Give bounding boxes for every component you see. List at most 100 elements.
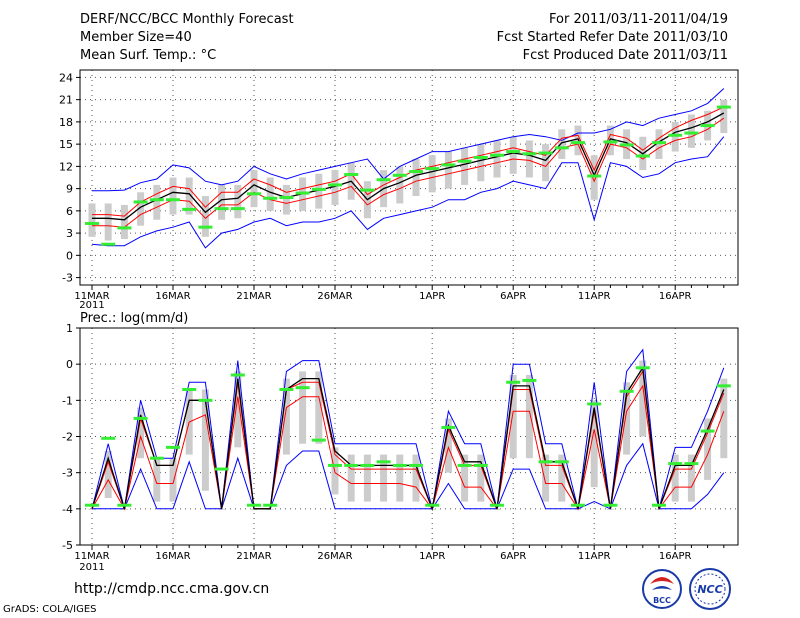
y-tick-label: 1 (66, 322, 73, 335)
footer-url[interactable]: http://cmdp.ncc.cma.gov.cn (74, 581, 270, 597)
member-spread-bar (509, 136, 517, 174)
ncc-logo-ring-icon (694, 573, 726, 605)
lower-band-line (92, 117, 725, 228)
temperature-panel: -3 0 3 6 9 12 15 18 21 24 11MAR 16MAR 21MAR 26MAR 1APR… (59, 69, 739, 311)
member-spread-bar (542, 454, 550, 502)
x-tick-label: 6APR (500, 551, 526, 562)
y-tick-label: -2 (62, 431, 73, 444)
member-spread-bar (558, 129, 566, 159)
member-spread-bar (266, 177, 274, 211)
logos: BCC NCC (642, 568, 731, 610)
ensemble-max-line (92, 88, 725, 192)
member-spread-bar (525, 375, 533, 459)
member-spread-bar (704, 418, 712, 480)
bcc-logo-text: BCC (653, 596, 671, 605)
bcc-logo-wave-icon (652, 586, 672, 590)
x-tick-label: 1APR (419, 551, 445, 562)
member-spread-bar (88, 508, 96, 510)
fcst-started-label: Fcst Started Refer Date 2011/03/10 (496, 30, 728, 45)
member-spread-bar (315, 371, 323, 444)
member-spread-bar (185, 177, 193, 215)
member-spread-bar (218, 184, 226, 220)
ensemble-mean-line (91, 365, 725, 512)
member-spread-bar (428, 155, 436, 193)
ncc-logo-text: NCC (697, 583, 722, 596)
member-spread-bar (201, 196, 209, 237)
x-year-label: 2011 (79, 300, 104, 311)
member-spread-bar (590, 400, 598, 488)
member-spread-bar (542, 144, 550, 182)
member-spread-bar (234, 371, 242, 448)
chart-title: DERF/NCC/BCC Monthly Forecast (80, 12, 294, 27)
member-spread-bar (153, 458, 161, 502)
member-spread-bar (623, 382, 631, 455)
member-spread-bar (671, 454, 679, 502)
y-tick-label: 12 (59, 160, 73, 173)
member-spread-bar (412, 158, 420, 197)
ensemble-min-line (92, 442, 725, 510)
bcc-logo-swirl-icon (650, 577, 674, 584)
member-spread-bar (104, 450, 112, 498)
x-tick-label: 26MAR (317, 291, 352, 302)
ensemble-mean-line (92, 112, 725, 221)
grads-credit: GrADS: COLA/IGES (3, 604, 97, 615)
y-tick-label: 6 (66, 205, 73, 218)
member-spread-bar (493, 140, 501, 178)
y-tick-label: 18 (59, 116, 73, 129)
member-spread-bar (396, 454, 404, 502)
ensemble-min-line (91, 136, 725, 249)
member-spread-bar (363, 454, 371, 502)
bcc-logo-icon (642, 569, 682, 609)
member-spread-bar (720, 378, 728, 459)
member-spread-bar (477, 454, 485, 502)
y-tick-label: -3 (62, 272, 73, 285)
x-tick-label: 11MAR (74, 551, 109, 562)
member-spread-bar (153, 184, 161, 220)
x-tick-label: 21MAR (236, 551, 271, 562)
member-spread-bar (509, 375, 517, 459)
member-spread-bar (396, 166, 404, 204)
x-tick-label: 11APR (578, 291, 611, 302)
member-spread-bar (461, 147, 469, 185)
member-spread-bar (137, 192, 145, 226)
member-spread-bar (380, 454, 388, 502)
member-spread-bar (169, 458, 177, 502)
y-tick-label: 15 (59, 138, 73, 151)
member-spread-bar (525, 140, 533, 178)
y-tick-label: 0 (66, 249, 73, 262)
y-tick-label: -1 (62, 394, 73, 407)
y-tick-label: 24 (59, 71, 73, 84)
member-spread-bar (461, 454, 469, 502)
member-spread-bar (104, 203, 112, 241)
x-tick-label: 21MAR (236, 291, 271, 302)
member-spread-bar (169, 177, 177, 215)
member-spread-bar (687, 114, 695, 148)
member-spread-bar (250, 170, 258, 208)
x-tick-label: 16MAR (155, 291, 190, 302)
member-spread-bar (558, 454, 566, 502)
ensemble-max-line (91, 348, 725, 510)
y-tick-label: 0 (66, 358, 73, 371)
member-spread-bar (412, 454, 420, 502)
precipitation-panel: -5 -4 -3 -2 -1 0 1 11MAR 16MAR 21MAR 26MAR 1APR 6APR… (62, 311, 739, 573)
x-tick-label: 11APR (578, 551, 611, 562)
member-spread-bar (88, 203, 96, 237)
plot-frame (79, 69, 739, 286)
member-size-label: Member Size=40 (80, 30, 192, 45)
x-tick-label: 16APR (659, 551, 692, 562)
member-spread-bar (282, 184, 290, 215)
member-spread-bar (137, 407, 145, 459)
member-spread-bar (218, 508, 226, 510)
member-spread-bar (444, 418, 452, 473)
variable-label: Mean Surf. Temp.: °C (80, 48, 217, 63)
member-spread-bar (282, 378, 290, 455)
y-tick-label: -5 (62, 539, 73, 552)
member-spread-bar (315, 173, 323, 209)
x-tick-label: 16APR (659, 291, 692, 302)
x-tick-label: 6APR (500, 291, 526, 302)
y-tick-label: 3 (66, 227, 73, 240)
x-tick-label: 1APR (419, 291, 445, 302)
x-tick-label: 26MAR (317, 551, 352, 562)
y-tick-label: 9 (66, 183, 73, 196)
